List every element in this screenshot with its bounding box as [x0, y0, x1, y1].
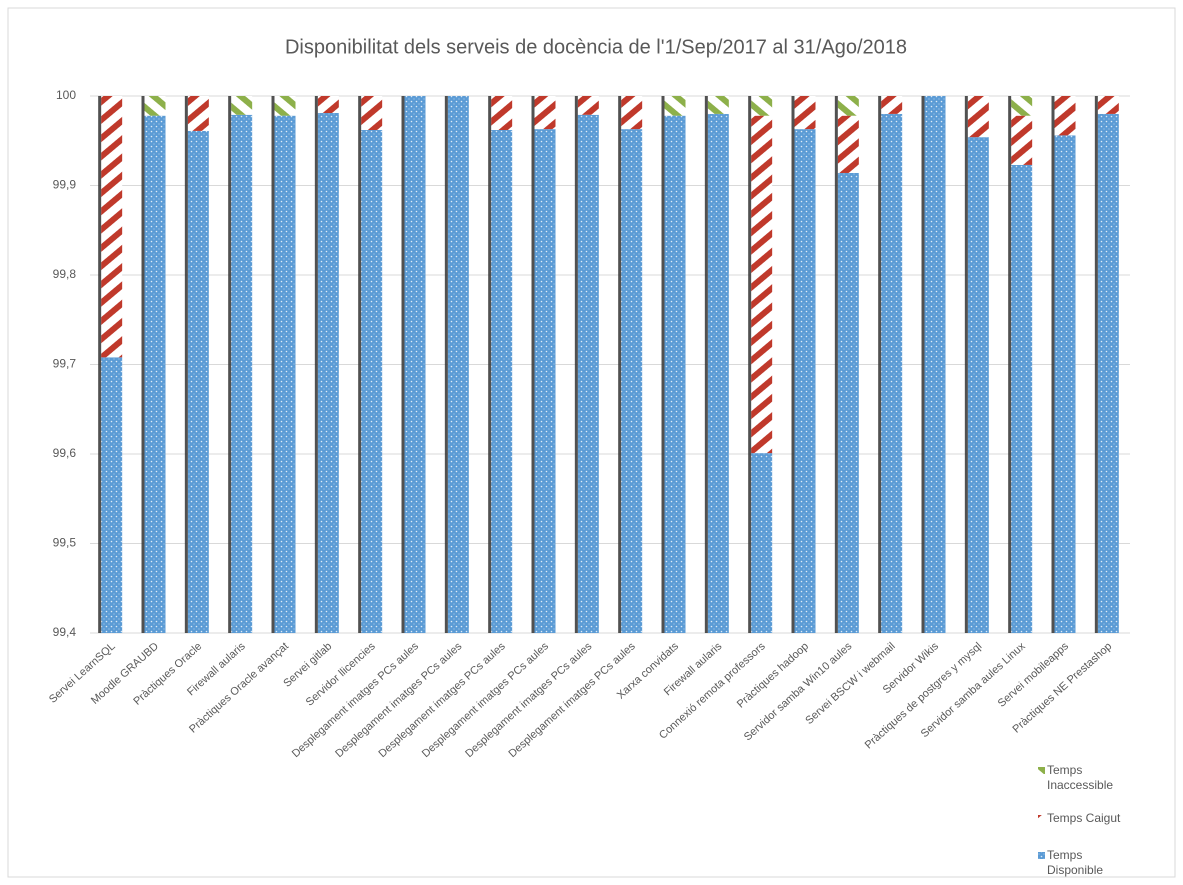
bar-segment: [621, 96, 643, 130]
y-tick-label: 99,9: [53, 178, 77, 192]
bar-segment: [1054, 96, 1076, 136]
bar-segment: [187, 130, 209, 633]
chart-title: Disponibilitat dels serveis de docència …: [285, 36, 907, 58]
legend-label: Temps Caigut: [1047, 811, 1121, 825]
bar-side: [228, 96, 232, 633]
bar-segment: [967, 96, 989, 138]
bar-side: [921, 96, 925, 633]
bar-side: [401, 96, 405, 633]
bar-side: [791, 96, 795, 633]
y-tick-label: 99,8: [53, 267, 77, 281]
bar-segment: [794, 129, 816, 634]
bar-side: [271, 96, 275, 633]
bar-side: [488, 96, 492, 633]
bar-segment: [577, 96, 599, 115]
bar-segment: [794, 96, 816, 130]
bar-segment: [837, 115, 859, 173]
bar-segment: [1011, 115, 1033, 165]
y-tick-label: 100: [56, 88, 76, 102]
bar-side: [444, 96, 448, 633]
bar-side: [1094, 96, 1098, 633]
bar-segment: [881, 113, 903, 633]
bar-segment: [707, 96, 729, 114]
bar-side: [574, 96, 578, 633]
bar-segment: [491, 130, 513, 633]
bar-segment: [361, 130, 383, 633]
y-tick-label: 99,7: [53, 357, 77, 371]
bar-side: [531, 96, 535, 633]
legend-swatch: [1038, 767, 1045, 774]
bar-segment: [491, 96, 513, 131]
bar-segment: [317, 113, 339, 633]
bar-segment: [101, 96, 123, 358]
bar-segment: [534, 129, 556, 634]
legend-label: Temps Inaccessible: [1047, 763, 1114, 792]
bar-segment: [144, 96, 166, 116]
bar-segment: [274, 115, 296, 633]
bar-segment: [751, 96, 773, 116]
legend-swatch: [1038, 815, 1045, 822]
bar-segment: [187, 96, 209, 131]
bar-side: [314, 96, 318, 633]
bar-segment: [967, 137, 989, 634]
bar-segment: [924, 96, 946, 633]
y-tick-label: 99,5: [53, 536, 77, 550]
bar-side: [661, 96, 665, 633]
bar-side: [704, 96, 708, 633]
bar-segment: [1054, 135, 1076, 633]
bar-side: [141, 96, 145, 633]
bar-segment: [1097, 96, 1119, 114]
bar-segment: [1097, 113, 1119, 633]
bar-segment: [664, 96, 686, 116]
bar-side: [748, 96, 752, 633]
bar-segment: [837, 96, 859, 116]
bar-side: [358, 96, 362, 633]
bar-segment: [837, 172, 859, 633]
bar-side: [834, 96, 838, 633]
bar-segment: [101, 357, 123, 633]
bar-side: [964, 96, 968, 633]
bar-segment: [664, 115, 686, 633]
bar-side: [1051, 96, 1055, 633]
bar-segment: [404, 96, 426, 633]
bar-segment: [1011, 164, 1033, 634]
bar-segment: [707, 113, 729, 633]
bar-segment: [144, 115, 166, 633]
y-tick-label: 99,6: [53, 446, 77, 460]
y-tick-label: 99,4: [53, 625, 77, 639]
bar-segment: [317, 96, 339, 114]
bar-side: [1008, 96, 1012, 633]
bar-side: [184, 96, 188, 633]
bar-segment: [361, 96, 383, 131]
bar-segment: [231, 96, 253, 115]
bar-segment: [621, 129, 643, 634]
bar-segment: [447, 96, 469, 633]
bar-segment: [534, 96, 556, 130]
bar-side: [618, 96, 622, 633]
bar-segment: [751, 453, 773, 633]
legend-label: Temps Disponible: [1047, 848, 1104, 877]
bar-segment: [751, 115, 773, 454]
bar-segment: [881, 96, 903, 114]
bar-segment: [231, 114, 253, 634]
bar-segment: [1011, 96, 1033, 116]
bar-segment: [577, 114, 599, 634]
legend-swatch: [1038, 852, 1045, 859]
bar-segment: [274, 96, 296, 116]
bar-side: [878, 96, 882, 633]
bar-side: [98, 96, 102, 633]
